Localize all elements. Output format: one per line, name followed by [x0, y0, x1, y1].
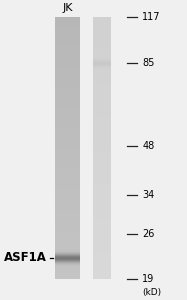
- Text: JK: JK: [62, 3, 73, 13]
- Text: 19: 19: [142, 274, 154, 284]
- Text: (kD): (kD): [142, 288, 161, 297]
- Text: 85: 85: [142, 58, 154, 68]
- Text: 26: 26: [142, 229, 154, 239]
- Text: ASF1A: ASF1A: [4, 251, 47, 264]
- Text: 48: 48: [142, 141, 154, 151]
- Text: 34: 34: [142, 190, 154, 200]
- Text: 117: 117: [142, 12, 161, 22]
